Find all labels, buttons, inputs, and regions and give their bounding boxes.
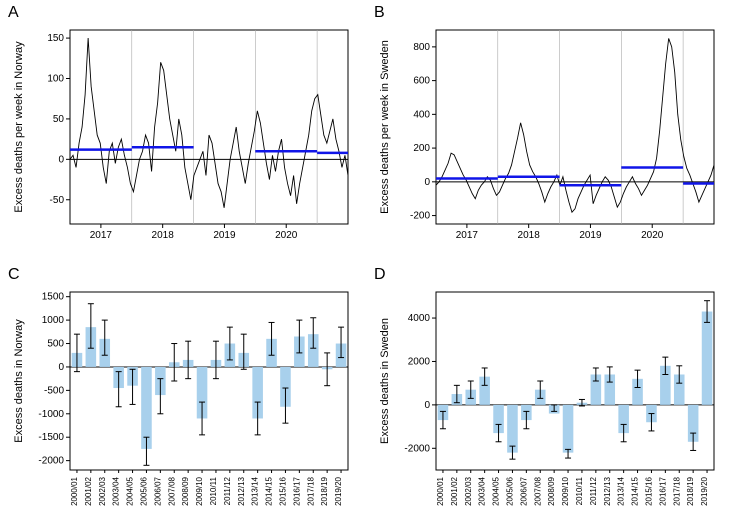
svg-text:2013/14: 2013/14 — [251, 476, 260, 505]
panel-a-cell: A -50 0 50 100 150 2017 2018 2019 2020 Excess dea… — [0, 0, 366, 262]
svg-text:2020: 2020 — [641, 230, 664, 241]
svg-text:500: 500 — [47, 338, 64, 349]
svg-text:2003/04: 2003/04 — [112, 476, 121, 505]
svg-text:2016/17: 2016/17 — [658, 476, 667, 505]
svg-text:-1500: -1500 — [38, 432, 64, 443]
svg-text:2002/03: 2002/03 — [98, 476, 107, 505]
svg-text:1500: 1500 — [42, 291, 65, 302]
svg-text:200: 200 — [413, 143, 430, 154]
svg-text:2006/07: 2006/07 — [153, 476, 162, 505]
svg-text:2019/20: 2019/20 — [700, 476, 709, 505]
svg-text:0: 0 — [58, 154, 64, 165]
svg-text:2018/19: 2018/19 — [686, 476, 695, 505]
svg-text:150: 150 — [47, 33, 64, 44]
svg-text:800: 800 — [413, 42, 430, 53]
svg-text:0: 0 — [424, 177, 430, 188]
svg-text:2003/04: 2003/04 — [478, 476, 487, 505]
svg-text:2006/07: 2006/07 — [519, 476, 528, 505]
svg-text:-1000: -1000 — [38, 408, 64, 419]
svg-text:2015/16: 2015/16 — [278, 476, 287, 505]
svg-text:2002/03: 2002/03 — [464, 476, 473, 505]
svg-text:2013/14: 2013/14 — [617, 476, 626, 505]
svg-text:Excess deaths per week in Norw: Excess deaths per week in Norway — [13, 41, 25, 213]
panel-d-cell: D -2000 0 2000 4000 2000/01 2001/02 2002/03 200… — [366, 262, 732, 523]
panel-d-label: D — [374, 266, 386, 284]
svg-text:Excess deaths in Norway: Excess deaths in Norway — [13, 318, 25, 442]
svg-text:2012/13: 2012/13 — [237, 476, 246, 505]
figure-grid: A -500501001502017201820192020Excess dea… — [0, 0, 732, 523]
panel-a-label: A — [8, 4, 19, 22]
svg-text:2009/10: 2009/10 — [195, 476, 204, 505]
svg-text:2001/02: 2001/02 — [84, 476, 93, 505]
svg-text:100: 100 — [47, 74, 64, 85]
svg-text:2000/01: 2000/01 — [436, 476, 445, 505]
svg-text:2015/16: 2015/16 — [644, 476, 653, 505]
svg-text:2012/13: 2012/13 — [603, 476, 612, 505]
svg-text:0: 0 — [424, 399, 430, 410]
svg-text:2018/19: 2018/19 — [320, 476, 329, 505]
svg-text:2008/09: 2008/09 — [181, 476, 190, 505]
panel-a-chart: -50 0 50 100 150 2017 2018 2019 2020 Excess death… — [8, 6, 358, 246]
svg-text:2005/06: 2005/06 — [505, 476, 514, 505]
svg-text:2010/11: 2010/11 — [575, 476, 584, 505]
panel-b-cell: B -200 0 200 400 600 800 2017 2018 2019 2020 Exces… — [366, 0, 732, 262]
svg-text:2019: 2019 — [213, 230, 236, 241]
svg-text:2017: 2017 — [90, 230, 113, 241]
svg-text:-2000: -2000 — [38, 455, 64, 466]
svg-text:2019: 2019 — [579, 230, 602, 241]
svg-text:2007/08: 2007/08 — [533, 476, 542, 505]
svg-text:2019/20: 2019/20 — [334, 476, 343, 505]
svg-text:2004/05: 2004/05 — [126, 476, 135, 505]
svg-text:-500: -500 — [44, 385, 64, 396]
svg-text:-2000: -2000 — [404, 443, 430, 454]
svg-text:2014/15: 2014/15 — [631, 476, 640, 505]
svg-text:2009/10: 2009/10 — [561, 476, 570, 505]
svg-text:600: 600 — [413, 76, 430, 87]
svg-text:2001/02: 2001/02 — [450, 476, 459, 505]
panel-b-label: B — [374, 4, 385, 22]
svg-text:2018: 2018 — [152, 230, 175, 241]
svg-text:2011/12: 2011/12 — [223, 476, 232, 505]
svg-text:400: 400 — [413, 109, 430, 120]
svg-text:-50: -50 — [50, 195, 65, 206]
panel-b-chart: -200 0 200 400 600 800 2017 2018 2019 2020 Excess … — [374, 6, 724, 246]
svg-text:2017: 2017 — [456, 230, 479, 241]
svg-text:2018: 2018 — [518, 230, 541, 241]
svg-text:2020: 2020 — [275, 230, 298, 241]
svg-text:2016/17: 2016/17 — [292, 476, 301, 505]
svg-text:2008/09: 2008/09 — [547, 476, 556, 505]
svg-text:2005/06: 2005/06 — [139, 476, 148, 505]
svg-text:2000: 2000 — [408, 356, 431, 367]
panel-c-label: C — [8, 266, 20, 284]
svg-text:2014/15: 2014/15 — [265, 476, 274, 505]
svg-text:2017/18: 2017/18 — [672, 476, 681, 505]
svg-text:2004/05: 2004/05 — [492, 476, 501, 505]
svg-text:2017/18: 2017/18 — [306, 476, 315, 505]
panel-c-chart: -2000 -1500 -1000 -500 0 500 1000 1500 2000/01 20… — [8, 268, 358, 518]
svg-text:Excess deaths per week in Swed: Excess deaths per week in Sweden — [379, 40, 391, 214]
svg-text:2011/12: 2011/12 — [589, 476, 598, 505]
svg-text:0: 0 — [58, 361, 64, 372]
panel-d-chart: -2000 0 2000 4000 2000/01 2001/02 2002/03 2003/… — [374, 268, 724, 518]
svg-text:-200: -200 — [410, 211, 430, 222]
svg-text:Excess deaths in Sweden: Excess deaths in Sweden — [379, 318, 391, 444]
svg-text:1000: 1000 — [42, 315, 65, 326]
svg-text:50: 50 — [53, 114, 65, 125]
svg-text:2010/11: 2010/11 — [209, 476, 218, 505]
svg-text:2000/01: 2000/01 — [70, 476, 79, 505]
svg-text:2007/08: 2007/08 — [167, 476, 176, 505]
svg-text:4000: 4000 — [408, 313, 431, 324]
panel-c-cell: C -2000 -1500 -1000 -500 0 500 1000 1500 2000/01… — [0, 262, 366, 523]
